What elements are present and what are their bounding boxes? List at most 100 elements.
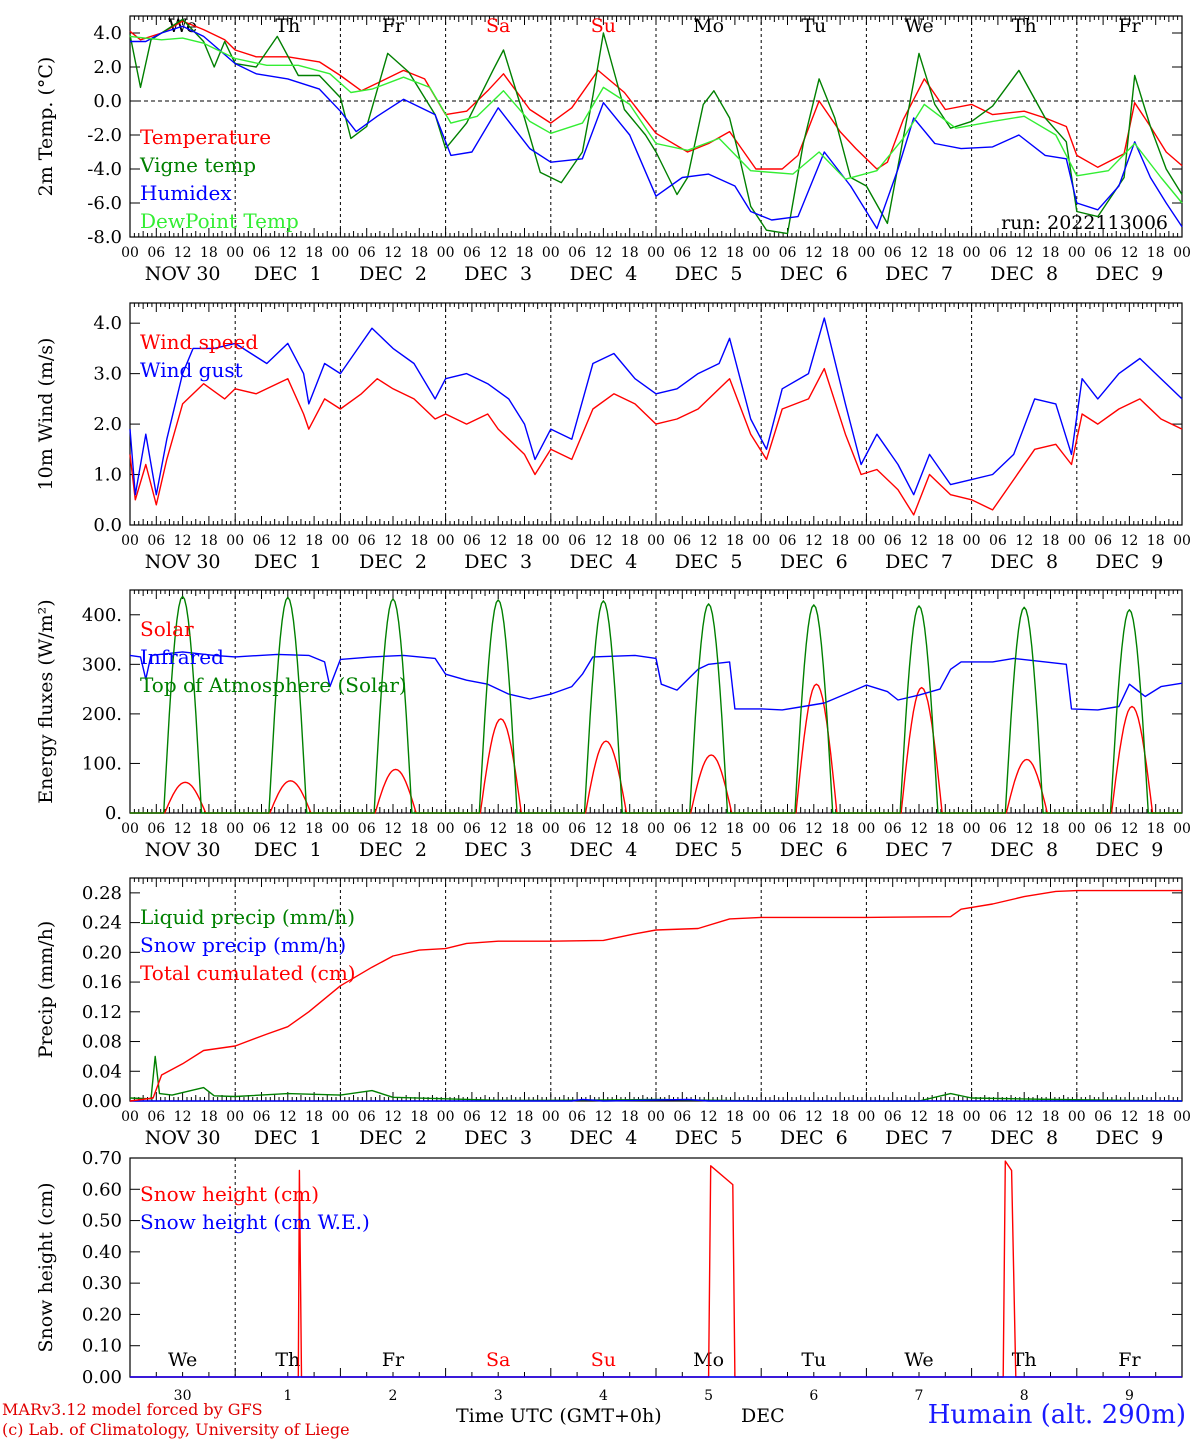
hour-tick-label: 18 bbox=[621, 533, 639, 549]
hour-tick-label: 12 bbox=[594, 1109, 612, 1125]
hour-tick-label: 06 bbox=[463, 245, 481, 261]
hour-tick-label: 00 bbox=[226, 245, 244, 261]
plot-frame bbox=[129, 589, 1183, 814]
hour-tick-label: 12 bbox=[174, 245, 192, 261]
y-tick-label: 0. bbox=[105, 803, 122, 824]
day-number: 5 bbox=[704, 1388, 713, 1404]
hour-tick-label: 00 bbox=[963, 245, 981, 261]
hour-tick-label: 06 bbox=[884, 1109, 902, 1125]
date-label: DEC 8 bbox=[990, 263, 1058, 285]
hour-tick-label: 00 bbox=[331, 821, 349, 837]
hour-tick-label: 00 bbox=[647, 245, 665, 261]
hour-tick-label: 00 bbox=[857, 1109, 875, 1125]
series-total-cumulated-cm- bbox=[129, 889, 1182, 1102]
day-number: 1 bbox=[283, 1388, 292, 1404]
date-label: DEC 4 bbox=[569, 839, 637, 861]
legend-top-of-atmosphere-solar-: Top of Atmosphere (Solar) bbox=[140, 673, 407, 697]
series-infrared bbox=[129, 651, 1183, 711]
hour-tick-label: 06 bbox=[358, 821, 376, 837]
y-axis-label: Snow height (cm) bbox=[35, 1182, 57, 1352]
hour-tick-label: 06 bbox=[779, 533, 797, 549]
legend-vigne-temp: Vigne temp bbox=[139, 153, 256, 177]
date-label: DEC 9 bbox=[1095, 839, 1163, 861]
hour-tick-label: 12 bbox=[489, 245, 507, 261]
date-label: DEC 8 bbox=[990, 551, 1058, 573]
legend-dewpoint-temp: DewPoint Temp bbox=[140, 209, 299, 233]
hour-tick-label: 18 bbox=[621, 1109, 639, 1125]
hour-tick-label: 18 bbox=[831, 533, 849, 549]
date-label: DEC 9 bbox=[1095, 1127, 1163, 1149]
hour-tick-label: 18 bbox=[305, 533, 323, 549]
weekday-label: Sa bbox=[486, 1349, 510, 1371]
hour-tick-label: 06 bbox=[779, 245, 797, 261]
hour-tick-label: 00 bbox=[542, 533, 560, 549]
y-axis-label: Precip (mm/h) bbox=[35, 921, 57, 1059]
series-snow-precip-mm-h- bbox=[130, 1098, 1182, 1102]
hour-tick-label: 06 bbox=[253, 1109, 271, 1125]
hour-tick-label: 18 bbox=[200, 821, 218, 837]
hour-tick-label: 00 bbox=[331, 245, 349, 261]
weekday-label: Su bbox=[591, 1349, 616, 1371]
hour-tick-label: 18 bbox=[831, 1109, 849, 1125]
hour-tick-label: 12 bbox=[174, 533, 192, 549]
y-tick-label: 0.0 bbox=[93, 515, 122, 536]
date-label: DEC 1 bbox=[254, 1127, 322, 1149]
hour-tick-label: 18 bbox=[516, 1109, 534, 1125]
y-tick-label: 200. bbox=[82, 704, 122, 725]
y-tick-label: 2.0 bbox=[93, 414, 122, 435]
hour-tick-label: 12 bbox=[174, 1109, 192, 1125]
hour-tick-label: 00 bbox=[437, 533, 455, 549]
date-label: DEC 5 bbox=[675, 1127, 743, 1149]
hour-tick-label: 06 bbox=[673, 533, 691, 549]
y-tick-label: 0.0 bbox=[93, 91, 122, 112]
hour-tick-label: 00 bbox=[121, 1109, 139, 1125]
y-tick-label: 3.0 bbox=[93, 364, 122, 385]
hour-tick-label: 00 bbox=[963, 1109, 981, 1125]
hour-tick-label: 00 bbox=[963, 821, 981, 837]
hour-tick-label: 06 bbox=[1094, 821, 1112, 837]
y-tick-label: 0.50 bbox=[82, 1211, 122, 1232]
date-label: DEC 9 bbox=[1095, 551, 1163, 573]
hour-tick-label: 00 bbox=[226, 821, 244, 837]
date-label: NOV 30 bbox=[145, 263, 221, 285]
hour-tick-label: 12 bbox=[805, 821, 823, 837]
hour-tick-label: 12 bbox=[1015, 245, 1033, 261]
date-label: DEC 3 bbox=[464, 551, 532, 573]
hour-tick-label: 12 bbox=[910, 533, 928, 549]
y-tick-label: 0.20 bbox=[82, 1304, 122, 1325]
series-dewpoint-temp bbox=[129, 35, 1183, 204]
date-label: DEC 7 bbox=[885, 839, 953, 861]
hour-tick-label: 00 bbox=[226, 533, 244, 549]
date-label: DEC 7 bbox=[885, 263, 953, 285]
hour-tick-label: 18 bbox=[936, 1109, 954, 1125]
hour-tick-label: 18 bbox=[621, 821, 639, 837]
y-tick-label: 0.04 bbox=[82, 1061, 122, 1082]
hour-tick-label: 06 bbox=[147, 1109, 165, 1125]
y-tick-label: 0.28 bbox=[82, 883, 122, 904]
weekday-label: We bbox=[904, 1349, 933, 1371]
day-number: 9 bbox=[1125, 1388, 1134, 1404]
day-number: 7 bbox=[915, 1388, 924, 1404]
day-number: 4 bbox=[599, 1388, 608, 1404]
hour-tick-label: 00 bbox=[226, 1109, 244, 1125]
hour-tick-label: 00 bbox=[121, 821, 139, 837]
hour-tick-label: 00 bbox=[857, 533, 875, 549]
hour-tick-label: 12 bbox=[910, 1109, 928, 1125]
hour-tick-label: 12 bbox=[384, 1109, 402, 1125]
date-label: DEC 7 bbox=[885, 1127, 953, 1149]
hour-tick-label: 12 bbox=[279, 821, 297, 837]
hour-tick-label: 06 bbox=[358, 533, 376, 549]
hour-tick-label: 00 bbox=[121, 533, 139, 549]
hour-tick-label: 12 bbox=[384, 533, 402, 549]
hour-tick-label: 00 bbox=[121, 245, 139, 261]
hour-tick-label: 00 bbox=[1173, 245, 1191, 261]
hour-tick-label: 18 bbox=[410, 821, 428, 837]
hour-tick-label: 18 bbox=[726, 821, 744, 837]
hour-tick-label: 06 bbox=[989, 1109, 1007, 1125]
hour-tick-label: 18 bbox=[200, 245, 218, 261]
hour-tick-label: 00 bbox=[1173, 533, 1191, 549]
legend-solar: Solar bbox=[140, 617, 194, 641]
hour-tick-label: 06 bbox=[884, 533, 902, 549]
hour-tick-label: 00 bbox=[542, 1109, 560, 1125]
hour-tick-label: 06 bbox=[1094, 245, 1112, 261]
